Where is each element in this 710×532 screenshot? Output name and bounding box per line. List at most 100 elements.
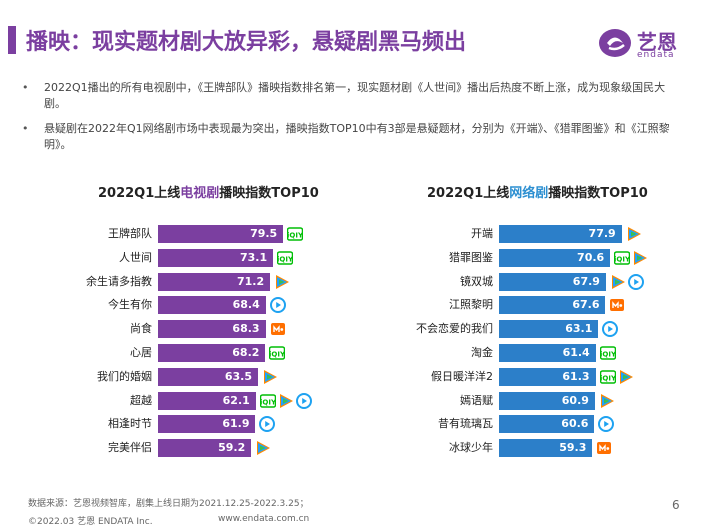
tv-row: 超越 62.1 iQIY [0,391,710,410]
tv-value-label: 62.1 [222,393,250,407]
net-row: 开端 77.9 [0,225,710,243]
tv-category-label: 完美伴侣 [108,441,152,455]
tv-platform-icons [259,416,276,433]
net-platform-icons: iQIY [614,250,648,266]
net-chart-title: 2022Q1上线网络剧播映指数TOP10 [427,182,648,201]
svg-text:iQIY: iQIY [614,255,630,263]
net-row: 江照黎明 67.6 [0,296,710,315]
net-row: 冰球少年 59.3 [0,439,710,458]
net-value-label: 61.4 [562,346,590,359]
tv-row: 人世间 73.1 iQIY [0,248,710,267]
tv-platform-icons: iQIY [277,250,294,266]
tv-bar: 61.9 [158,415,256,434]
net-value-label: 61.3 [562,369,590,383]
net-bar: 59.3 [499,439,593,458]
tv-bar: 73.1 [158,248,274,267]
tv-bar: 79.5 [158,225,284,243]
net-value-label: 60.6 [561,417,589,431]
net-bar: 61.3 [499,367,596,386]
tv-category-label: 尚食 [130,322,152,336]
net-platform-icons [598,416,615,433]
svg-text:iQIY: iQIY [600,351,616,359]
iqiyi-icon: iQIY [277,250,294,266]
tencent-icon [599,393,615,409]
tencent-icon [618,369,634,385]
net-chart-title-pre: 2022Q1上线 [427,186,510,201]
footer-url: www.endata.com.cn [218,514,310,524]
net-value-label: 63.1 [565,322,593,336]
net-row: 昔有琉璃瓦 60.6 [0,415,710,434]
bullet-item: 悬疑剧在2022年Q1网络剧市场中表现最为突出，播映指数TOP10中有3部是悬疑… [22,121,682,153]
tv-category-label: 相逢时节 [108,417,152,431]
net-value-label: 59.3 [559,441,587,455]
tv-platform-icons [270,321,286,337]
net-platform-icons: iQIY [599,369,634,385]
tv-category-label: 人世间 [119,250,152,264]
mgtv-icon [596,440,612,456]
logo-text: 艺恩 [637,30,677,54]
net-value-label: 77.9 [588,227,616,240]
tencent-icon [278,393,294,409]
net-chart-title-highlight: 网络剧 [509,186,549,201]
tv-chart-title: 2022Q1上线电视剧播映指数TOP10 [98,182,319,201]
tv-value-label: 63.5 [224,369,252,383]
tv-platform-icons [262,369,278,385]
net-row: 镜双城 67.9 [0,272,710,291]
tv-row: 今生有你 68.4 [0,296,710,315]
tencent-icon [255,440,271,456]
net-bar: 63.1 [499,320,599,339]
net-category-label: 假日暖洋洋2 [431,369,493,383]
net-value-label: 67.9 [572,274,600,288]
net-platform-icons [596,440,612,456]
page-title: 播映：现实题材剧大放异彩，悬疑剧黑马频出 [26,30,467,55]
tv-category-label: 心居 [130,346,152,359]
tv-value-label: 73.1 [239,250,268,264]
net-platform-icons [609,297,625,313]
tv-platform-icons: iQIY [269,345,286,361]
tencent-icon [274,274,290,290]
net-bar: 70.6 [499,248,611,267]
tv-category-label: 今生有你 [108,298,152,312]
net-category-label: 冰球少年 [449,441,493,455]
net-platform-icons [626,226,642,242]
tv-bar: 59.2 [158,439,252,458]
tv-platform-icons: iQIY [259,392,312,409]
net-category-label: 猎罪图鉴 [449,250,493,264]
net-category-label: 江照黎明 [449,298,493,312]
page-number: 6 [672,498,680,512]
tv-value-label: 68.4 [232,298,260,312]
tv-chart-title-highlight: 电视剧 [180,186,220,201]
net-value-label: 67.6 [572,298,600,312]
youku-icon [602,321,619,338]
iqiyi-icon: iQIY [599,345,616,361]
net-row: 猎罪图鉴 70.6 iQIY [0,248,710,267]
net-category-label: 淘金 [471,346,493,359]
tv-category-label: 超越 [130,393,152,407]
tv-value-label: 71.2 [236,274,265,288]
net-category-label: 开端 [471,227,493,240]
tv-bar: 68.3 [158,320,266,339]
tv-platform-icons [255,440,271,456]
svg-text:iQIY: iQIY [277,255,293,263]
net-bar: 61.4 [499,344,596,362]
tv-value-label: 68.2 [232,346,260,359]
tencent-icon [626,226,642,242]
endata-logo-icon [599,29,631,57]
tv-category-label: 我们的婚姻 [97,369,152,383]
footer-source: 数据来源：艺恩视频智库，剧集上线日期为2021.12.25-2022.3.25； [28,499,309,509]
tv-row: 我们的婚姻 63.5 [0,367,710,386]
svg-text:iQIY: iQIY [260,398,276,406]
svg-text:iQIY: iQIY [287,232,303,240]
tv-bar: 63.5 [158,367,258,386]
title-accent-bar [8,26,16,54]
tv-chart-title-pre: 2022Q1上线 [98,186,181,201]
youku-icon [598,416,615,433]
tv-category-label: 余生请多指教 [86,274,152,288]
tv-row: 尚食 68.3 [0,320,710,339]
net-row: 假日暖洋洋2 61.3 iQIY [0,367,710,386]
net-row: 淘金 61.4 iQIY [0,344,710,362]
tv-row: 完美伴侣 59.2 [0,439,710,458]
net-platform-icons [599,393,615,409]
youku-icon [259,416,276,433]
tv-bar: 62.1 [158,391,256,410]
